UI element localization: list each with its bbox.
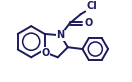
Text: O: O — [84, 18, 93, 28]
Text: Cl: Cl — [86, 1, 97, 11]
Text: O: O — [42, 48, 50, 58]
Text: N: N — [56, 30, 65, 40]
